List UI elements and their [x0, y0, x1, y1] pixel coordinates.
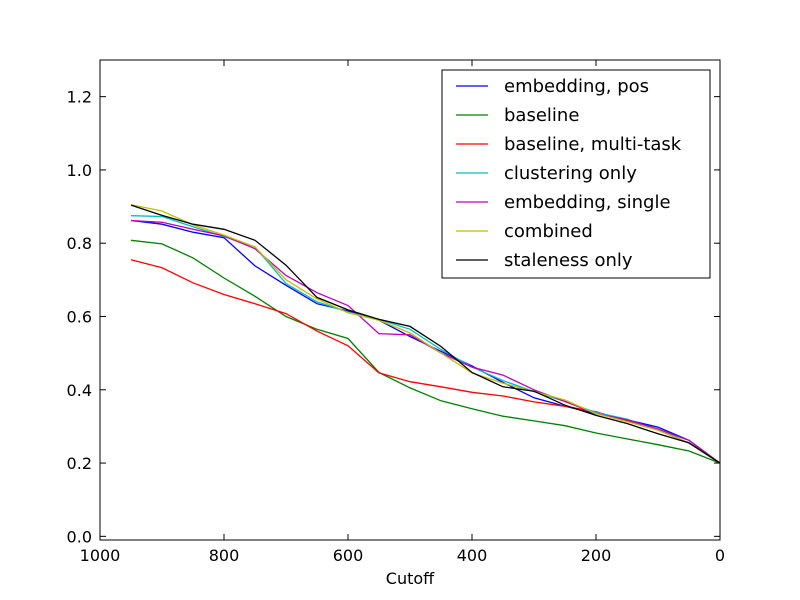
x-axis-ticks: 1000 800 600 400 200 0 — [80, 60, 725, 565]
y-tick-label: 0.4 — [67, 381, 92, 400]
series-line-2 — [130, 259, 721, 464]
series-line-5 — [130, 204, 721, 464]
legend-box — [441, 69, 711, 279]
series-line-1 — [130, 239, 721, 464]
x-tick-label: 400 — [457, 546, 488, 565]
x-axis-label: Cutoff — [386, 569, 435, 588]
legend-label: baseline — [504, 105, 579, 126]
y-tick-label: 1.0 — [67, 161, 92, 180]
plot-frame — [99, 59, 721, 541]
y-tick-label: 0.8 — [67, 234, 92, 253]
legend-label: baseline, multi-task — [504, 134, 682, 155]
legend-label: embedding, pos — [504, 76, 649, 97]
legend-label: embedding, single — [504, 192, 671, 213]
plot-lines — [130, 204, 721, 464]
legend-label: staleness only — [504, 250, 633, 271]
y-axis-ticks: 0.0 0.2 0.4 0.6 0.8 1.0 1.2 — [67, 88, 720, 546]
legend-label: combined — [504, 221, 593, 242]
y-tick-label: 0.2 — [67, 454, 92, 473]
y-tick-label: 1.2 — [67, 88, 92, 107]
x-tick-label: 0 — [715, 546, 725, 565]
x-tick-label: 200 — [581, 546, 612, 565]
legend-label: clustering only — [504, 163, 637, 184]
x-tick-label: 600 — [333, 546, 364, 565]
y-tick-label: 0.6 — [67, 307, 92, 326]
y-tick-label: 0.0 — [67, 527, 92, 546]
legend: embedding, pos baseline baseline, multi-ta… — [441, 69, 711, 279]
x-tick-label: 800 — [209, 546, 240, 565]
series-line-6 — [130, 204, 721, 464]
x-tick-label: 1000 — [80, 546, 121, 565]
series-line-4 — [130, 219, 721, 464]
